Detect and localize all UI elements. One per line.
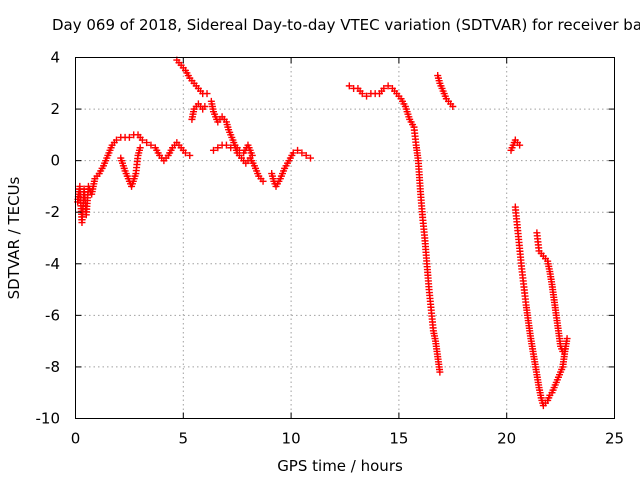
- data-point: [345, 82, 353, 90]
- data-point: [143, 139, 151, 147]
- data-point: [209, 146, 217, 154]
- data-point: [298, 149, 306, 157]
- series-arc-8: [345, 82, 444, 376]
- data-point: [563, 335, 571, 343]
- x-tick-label: 10: [282, 430, 301, 448]
- data-point: [307, 154, 315, 162]
- y-tick-label: 2: [50, 100, 60, 118]
- series-arc-7: [268, 146, 315, 190]
- series-arc-12: [533, 229, 569, 355]
- data-point: [201, 102, 209, 110]
- x-axis: 0 5 10 15 20 25: [71, 57, 624, 448]
- y-tick-label: -8: [45, 358, 60, 376]
- series-arc-2: [117, 144, 144, 190]
- grid: [75, 57, 615, 419]
- series-arc-11: [511, 203, 571, 410]
- data-point: [259, 177, 267, 185]
- y-tick-label: -10: [36, 410, 61, 428]
- data-point: [136, 144, 144, 152]
- series-arc-3: [173, 56, 211, 98]
- y-tick-label: -4: [45, 255, 60, 273]
- y-axis-label: SDTVAR / TECUs: [5, 176, 23, 299]
- y-tick-label: 4: [50, 49, 60, 67]
- plot-frame: [75, 57, 615, 419]
- data-point: [380, 84, 388, 92]
- series-arc-9: [434, 72, 457, 110]
- data-point: [384, 82, 392, 90]
- data-point: [227, 144, 235, 152]
- y-tick-label: -6: [45, 306, 60, 324]
- data-point: [203, 90, 211, 98]
- y-tick-label: 0: [50, 152, 60, 170]
- data-point: [358, 90, 366, 98]
- series-arc-10: [507, 136, 524, 154]
- data-point: [449, 102, 457, 110]
- series-arc-6: [209, 141, 256, 159]
- data-point: [186, 151, 194, 159]
- data-point: [125, 133, 133, 141]
- data-point: [294, 146, 302, 154]
- series-arc-4: [188, 100, 209, 123]
- x-tick-label: 0: [71, 430, 81, 448]
- x-tick-label: 25: [605, 430, 624, 448]
- x-tick-label: 15: [389, 430, 408, 448]
- y-axis: -10 -8 -6 -4 -2 0 2 4: [36, 49, 615, 428]
- data-point: [436, 368, 444, 376]
- data-point: [147, 141, 155, 149]
- data-points: [74, 56, 571, 410]
- data-point: [112, 136, 120, 144]
- x-tick-label: 5: [179, 430, 189, 448]
- data-point: [248, 151, 256, 159]
- data-point: [561, 345, 569, 353]
- chart-title: Day 069 of 2018, Sidereal Day-to-day VTE…: [52, 16, 640, 34]
- y-tick-label: -2: [45, 203, 60, 221]
- series-arc-5: [207, 97, 267, 185]
- data-point: [181, 149, 189, 157]
- x-axis-label: GPS time / hours: [277, 457, 403, 475]
- data-point: [516, 141, 524, 149]
- series-arc-1: [74, 131, 194, 227]
- data-point: [302, 151, 310, 159]
- data-point: [214, 144, 222, 152]
- data-point: [138, 136, 146, 144]
- data-point: [363, 92, 371, 100]
- data-point: [222, 141, 230, 149]
- x-tick-label: 20: [497, 430, 516, 448]
- data-point: [289, 149, 297, 157]
